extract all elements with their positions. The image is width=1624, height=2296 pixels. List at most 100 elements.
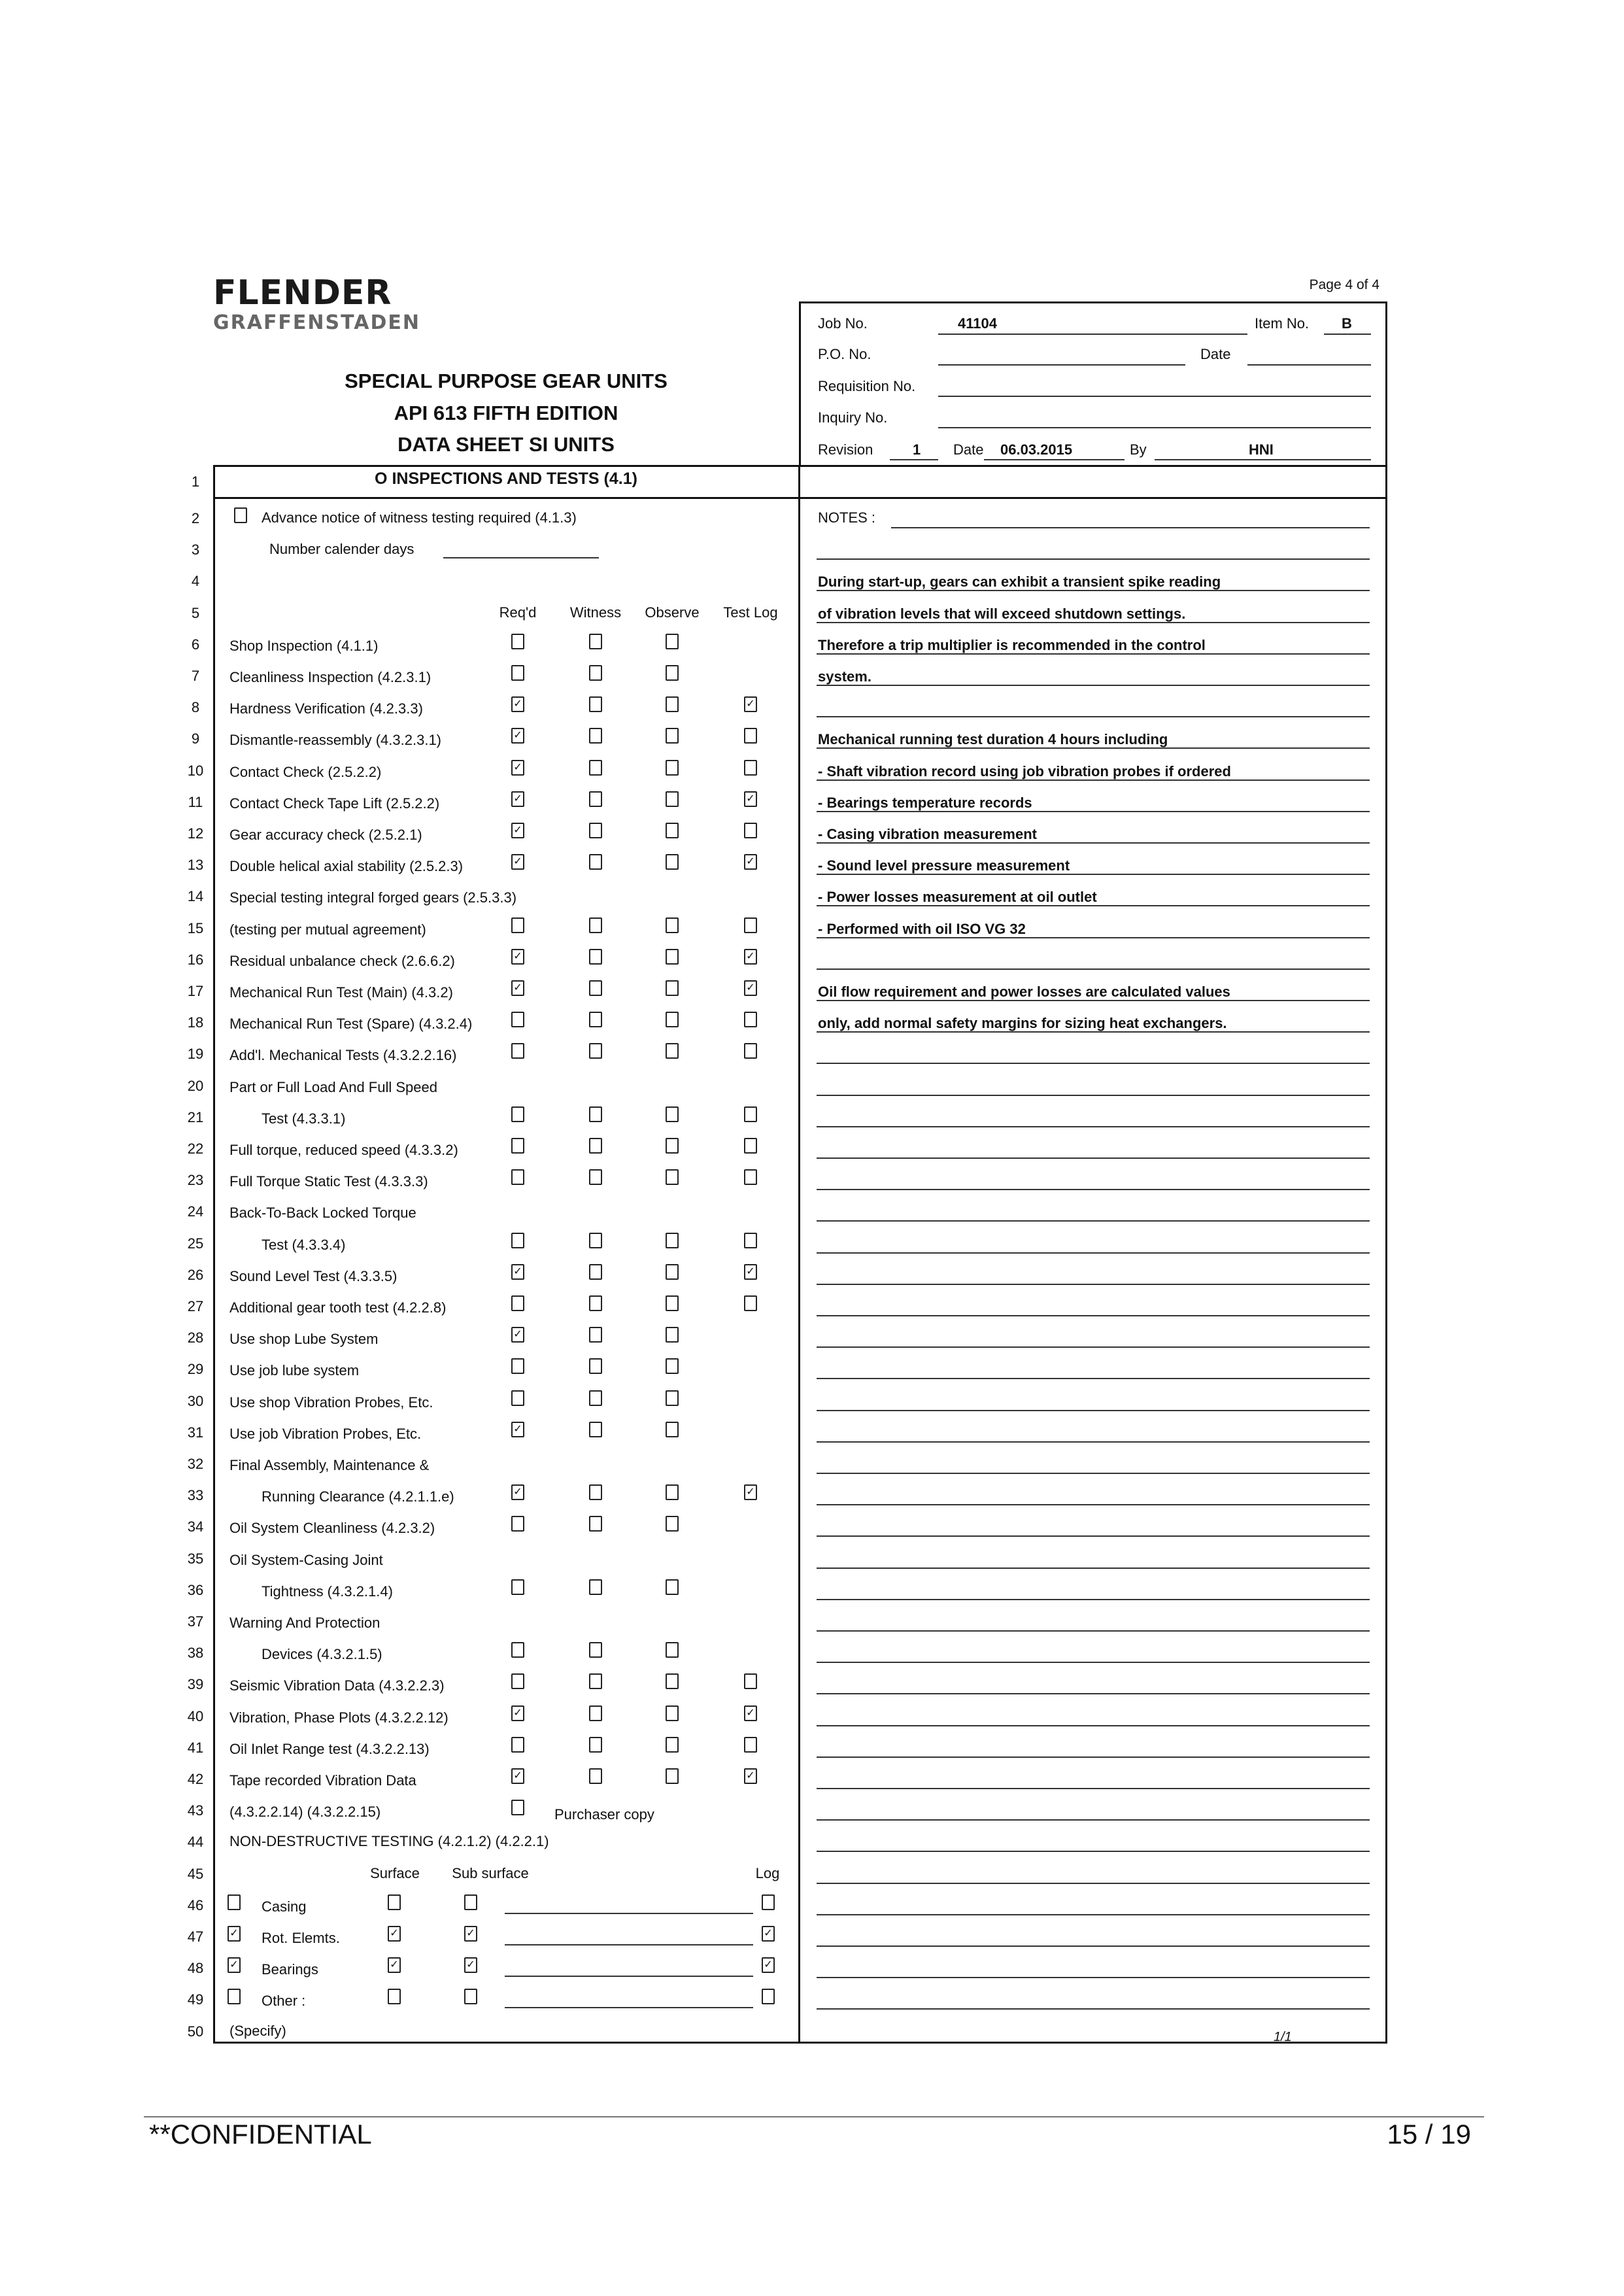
ndt-select-checkbox[interactable] (228, 1894, 241, 1910)
checkbox-test-log[interactable]: ✓ (744, 980, 757, 996)
checkbox-test-log[interactable] (744, 1043, 757, 1059)
checkbox-witness[interactable] (589, 791, 602, 807)
notes-line[interactable] (817, 968, 1370, 970)
notes-line[interactable] (817, 1819, 1370, 1821)
checkbox-observe[interactable] (666, 633, 679, 649)
notes-line[interactable] (817, 1693, 1370, 1695)
checkbox-observe[interactable] (666, 1768, 679, 1784)
notes-line[interactable] (891, 527, 1370, 528)
rev-date-field[interactable]: 06.03.2015 (1000, 441, 1073, 458)
checkbox-test-log[interactable] (744, 1736, 757, 1753)
checkbox-witness[interactable] (589, 1263, 602, 1280)
checkbox-observe[interactable] (666, 980, 679, 996)
checkbox-test-log[interactable]: ✓ (744, 854, 757, 870)
notes-line[interactable] (817, 1567, 1370, 1569)
job-field[interactable]: 41104 (958, 315, 997, 332)
checkbox-witness[interactable] (589, 1421, 602, 1437)
checkbox-observe[interactable] (666, 1232, 679, 1248)
ndt-log-checkbox[interactable]: ✓ (762, 1926, 775, 1942)
checkbox-reqd[interactable]: ✓ (511, 980, 524, 996)
ndt-remarks-field[interactable] (505, 1976, 753, 1978)
checkbox-test-log[interactable] (744, 1295, 757, 1311)
ndt-select-checkbox[interactable]: ✓ (228, 1926, 241, 1942)
checkbox-reqd[interactable] (511, 1579, 524, 1595)
checkbox-reqd[interactable]: ✓ (511, 1421, 524, 1437)
checkbox-witness[interactable] (589, 823, 602, 838)
checkbox-reqd[interactable] (511, 1169, 524, 1186)
checkbox-observe[interactable] (666, 854, 679, 870)
notes-line[interactable] (817, 1378, 1370, 1380)
checkbox-witness[interactable] (589, 665, 602, 681)
ndt-remarks-field[interactable] (505, 1912, 753, 1914)
checkbox-test-log[interactable] (744, 759, 757, 776)
po-date-field[interactable] (1247, 364, 1371, 366)
notes-line[interactable] (817, 1283, 1370, 1285)
checkbox-witness[interactable] (589, 1138, 602, 1154)
checkbox-witness[interactable] (589, 1705, 602, 1721)
notes-line[interactable] (817, 1473, 1370, 1474)
checkbox-witness[interactable] (589, 1516, 602, 1532)
checkbox-reqd[interactable]: ✓ (511, 728, 524, 744)
checkbox-test-log[interactable]: ✓ (744, 1768, 757, 1784)
checkbox-reqd[interactable]: ✓ (511, 854, 524, 870)
checkbox-witness[interactable] (589, 854, 602, 870)
notes-line[interactable] (817, 1252, 1370, 1254)
checkbox-reqd[interactable] (511, 665, 524, 681)
checkbox-witness[interactable] (589, 696, 602, 713)
checkbox-observe[interactable] (666, 791, 679, 807)
notes-line[interactable] (817, 1346, 1370, 1348)
inquiry-field[interactable] (938, 427, 1371, 428)
checkbox-observe[interactable] (666, 1484, 679, 1501)
checkbox-witness[interactable] (589, 1642, 602, 1658)
checkbox-reqd[interactable] (511, 1800, 524, 1816)
checkbox-test-log[interactable] (744, 1673, 757, 1690)
notes-line[interactable] (817, 936, 1370, 938)
notes-line[interactable] (817, 874, 1370, 876)
notes-line[interactable] (817, 590, 1370, 592)
checkbox-observe[interactable] (666, 1106, 679, 1122)
notes-line[interactable] (817, 653, 1370, 655)
ndt-surface-checkbox[interactable] (388, 1894, 401, 1910)
checkbox-observe[interactable] (666, 948, 679, 965)
checkbox-witness[interactable] (589, 1358, 602, 1375)
checkbox-reqd[interactable]: ✓ (511, 948, 524, 965)
po-field[interactable] (938, 364, 1185, 366)
checkbox-observe[interactable] (666, 1358, 679, 1375)
notes-line[interactable] (817, 1409, 1370, 1411)
checkbox-observe[interactable] (666, 1642, 679, 1658)
ndt-surface-checkbox[interactable] (388, 1989, 401, 2005)
notes-line[interactable] (817, 716, 1370, 718)
notes-line[interactable] (817, 1441, 1370, 1443)
checkbox-witness[interactable] (589, 1106, 602, 1122)
checkbox-witness[interactable] (589, 1579, 602, 1595)
requisition-field[interactable] (938, 396, 1371, 397)
checkbox-test-log[interactable]: ✓ (744, 1484, 757, 1501)
checkbox-witness[interactable] (589, 1295, 602, 1311)
checkbox-reqd[interactable] (511, 1390, 524, 1406)
notes-line[interactable] (817, 558, 1370, 560)
notes-line[interactable] (817, 1504, 1370, 1506)
checkbox-reqd[interactable] (511, 1012, 524, 1028)
ndt-remarks-field[interactable] (505, 2007, 753, 2009)
checkbox-test-log[interactable] (744, 917, 757, 933)
checkbox-test-log[interactable] (744, 728, 757, 744)
checkbox-reqd[interactable] (511, 1043, 524, 1059)
checkbox-reqd[interactable]: ✓ (511, 1327, 524, 1343)
checkbox-test-log[interactable] (744, 1138, 757, 1154)
checkbox-reqd[interactable] (511, 1642, 524, 1658)
checkbox-test-log[interactable] (744, 1106, 757, 1122)
checkbox-reqd[interactable]: ✓ (511, 1263, 524, 1280)
checkbox-reqd[interactable]: ✓ (511, 1705, 524, 1721)
checkbox-reqd[interactable] (511, 1516, 524, 1532)
advance-notice-checkbox[interactable] (234, 507, 247, 523)
checkbox-test-log[interactable] (744, 1012, 757, 1028)
checkbox-observe[interactable] (666, 823, 679, 838)
checkbox-witness[interactable] (589, 1043, 602, 1059)
checkbox-reqd[interactable]: ✓ (511, 1484, 524, 1501)
notes-line[interactable] (817, 1189, 1370, 1191)
notes-line[interactable] (817, 1756, 1370, 1758)
checkbox-observe[interactable] (666, 1169, 679, 1186)
checkbox-test-log[interactable] (744, 1169, 757, 1186)
checkbox-witness[interactable] (589, 1232, 602, 1248)
checkbox-reqd[interactable]: ✓ (511, 696, 524, 713)
